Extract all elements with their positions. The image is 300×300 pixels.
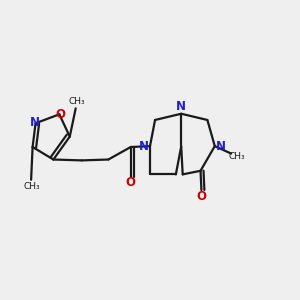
Text: N: N [176, 100, 186, 113]
Text: O: O [196, 190, 206, 202]
Text: N: N [216, 140, 226, 153]
Text: CH₃: CH₃ [23, 182, 40, 191]
Text: O: O [55, 107, 65, 121]
Text: CH₃: CH₃ [229, 152, 245, 161]
Text: N: N [30, 116, 40, 130]
Text: O: O [126, 176, 136, 189]
Text: N: N [139, 140, 148, 153]
Text: CH₃: CH₃ [69, 97, 85, 106]
